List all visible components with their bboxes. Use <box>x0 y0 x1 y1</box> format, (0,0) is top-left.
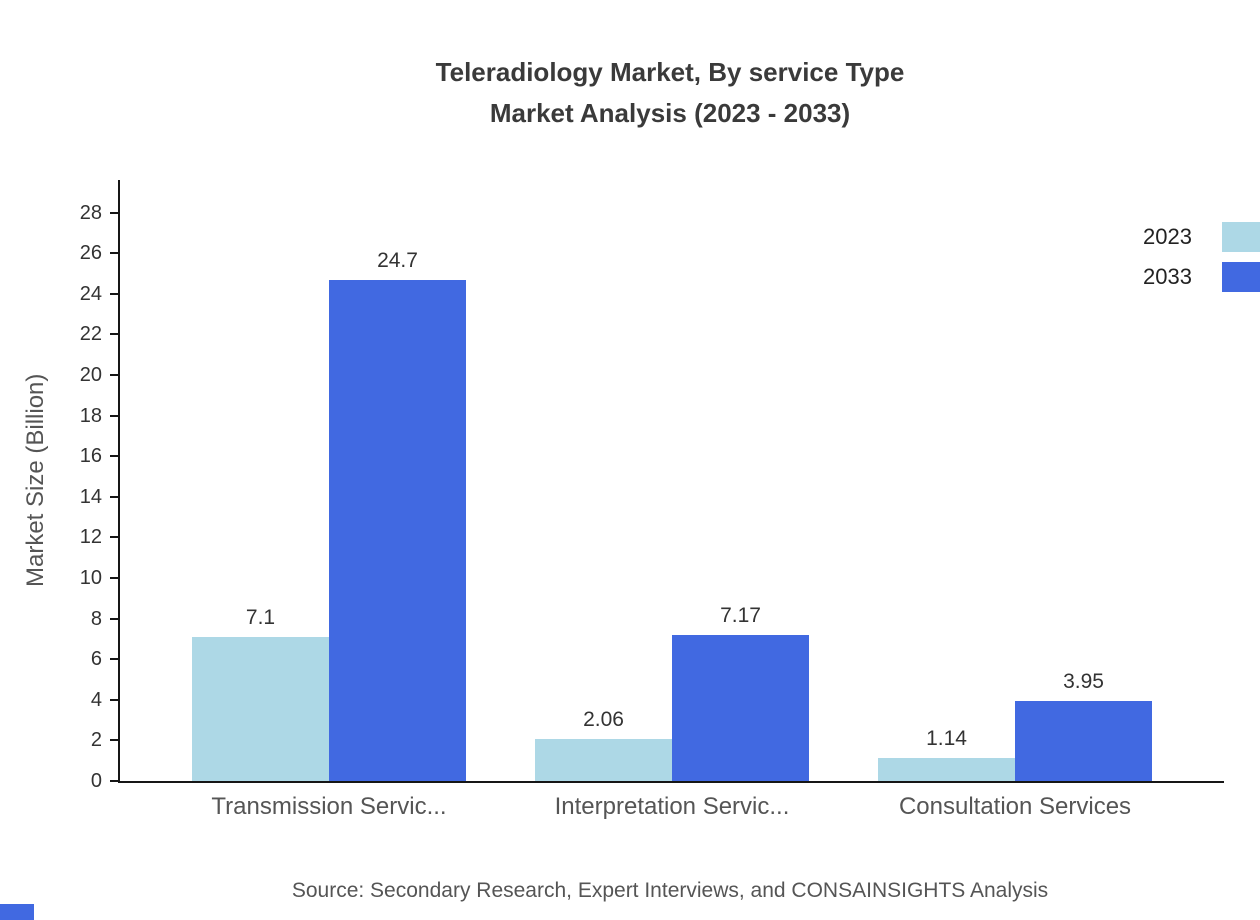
chart-title: Teleradiology Market, By service Type Ma… <box>118 52 1222 134</box>
bar-2023 <box>535 739 672 781</box>
y-tick-mark <box>110 374 120 376</box>
y-tick-mark <box>110 739 120 742</box>
x-category-label: Transmission Servic... <box>211 793 447 820</box>
legend-label: 2033 <box>1143 264 1192 289</box>
plot-area: 0 2 4 6 8 10 12 14 16 18 20 22 24 26 28 7.1 24.7 Transmis… <box>80 180 1224 820</box>
y-tick-mark <box>110 333 120 336</box>
bar-value-label: 3.95 <box>1063 669 1104 693</box>
y-tick-mark <box>110 211 120 214</box>
bar-2023 <box>878 757 1015 781</box>
y-tick-mark <box>110 455 120 458</box>
legend-swatch <box>1222 262 1260 292</box>
bar-value-label: 7.1 <box>245 605 276 629</box>
y-tick-mark <box>110 780 120 782</box>
y-tick-mark <box>110 536 120 539</box>
y-tick-label: 22 <box>79 323 102 346</box>
y-tick-mark <box>110 495 120 498</box>
x-category-label: Consultation Services <box>898 793 1132 820</box>
bar-value-label: 7.17 <box>720 604 761 628</box>
y-tick-label: 6 <box>90 648 102 671</box>
y-tick-mark <box>110 414 120 417</box>
chart-title-line1: Teleradiology Market, By service Type <box>435 57 905 87</box>
bar-2023 <box>192 636 329 781</box>
y-tick-mark <box>110 292 120 295</box>
y-tick-label: 26 <box>79 242 102 265</box>
y-tick-label: 18 <box>79 404 102 427</box>
y-tick-mark <box>110 577 120 579</box>
y-tick-label: 20 <box>79 364 102 386</box>
y-tick-label: 14 <box>79 485 102 508</box>
y-tick-label: 2 <box>90 729 102 752</box>
x-category-label: Interpretation Servic... <box>554 793 790 820</box>
y-tick-mark <box>110 252 120 255</box>
bar-value-label: 24.7 <box>377 248 418 272</box>
legend-item-2033[interactable]: 2033 <box>1143 262 1260 292</box>
legend-label: 2023 <box>1143 224 1192 249</box>
bar-value-label: 1.14 <box>926 726 967 750</box>
y-tick-label: 8 <box>90 607 102 630</box>
bar-2033 <box>1015 700 1152 781</box>
y-tick-label: 12 <box>79 526 102 549</box>
bar-2033 <box>672 635 809 781</box>
legend-item-2023[interactable]: 2023 <box>1143 222 1260 252</box>
source-note: Source: Secondary Research, Expert Inter… <box>291 879 1049 902</box>
y-tick-mark <box>110 658 120 661</box>
y-tick-label: 0 <box>90 770 102 792</box>
y-tick-mark <box>110 617 120 620</box>
legend-swatch <box>1222 222 1260 252</box>
y-tick-label: 10 <box>79 567 102 589</box>
y-tick-mark <box>110 698 120 701</box>
bar-value-label: 2.06 <box>583 708 624 732</box>
y-tick-label: 16 <box>79 445 102 468</box>
y-tick-label: 4 <box>90 688 102 711</box>
chart-title-line2: Market Analysis (2023 - 2033) <box>489 98 851 128</box>
y-axis-title: Market Size (Billion) <box>22 373 49 588</box>
legend: 2023 2033 <box>1143 222 1260 292</box>
bar-2033 <box>329 279 466 781</box>
brand-corner-mark <box>0 904 34 920</box>
y-tick-label: 28 <box>79 201 102 224</box>
y-tick-label: 24 <box>79 282 102 305</box>
